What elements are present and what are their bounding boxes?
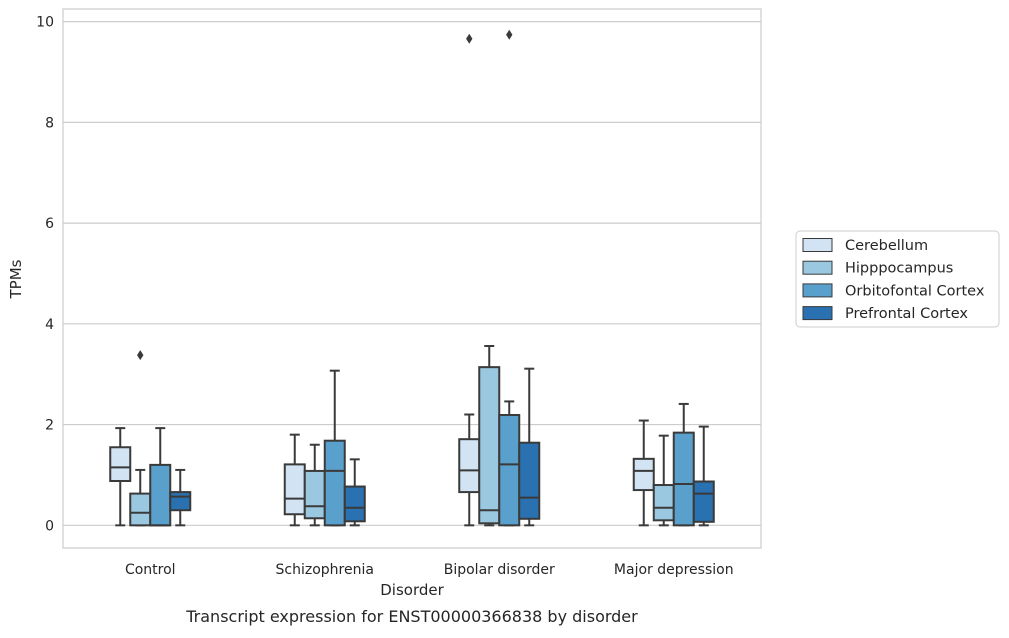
- box-iqr: [283, 463, 306, 516]
- box-prefrontal-cortex: [343, 458, 366, 527]
- legend-label: Cerebellum: [845, 238, 928, 254]
- legend-swatch: [802, 306, 833, 321]
- y-tick-label: 0: [45, 518, 54, 534]
- outlier-point: [506, 29, 513, 40]
- y-tick-label: 4: [45, 317, 54, 333]
- legend-swatch: [802, 283, 833, 298]
- y-tick-labels: 0 2 4 6 8 10: [36, 15, 54, 535]
- box-iqr: [518, 441, 541, 520]
- legend-label: Prefrontal Cortex: [845, 306, 968, 322]
- box-prefrontal-cortex: [692, 425, 715, 527]
- legend-label: Hipppocampus: [845, 261, 953, 277]
- outlier-point: [466, 33, 473, 44]
- box-cerebellum: [632, 419, 655, 527]
- legend: Cerebellum Hipppocampus Orbitofontal Corte…: [795, 230, 1000, 328]
- box-iqr: [323, 439, 346, 527]
- y-axis-label: TPMs: [7, 259, 25, 299]
- legend-swatch: [802, 238, 833, 252]
- box-iqr: [652, 484, 675, 522]
- y-tick-label: 8: [45, 115, 54, 131]
- box-iqr: [129, 492, 152, 527]
- box-orbitofontal-cortex: [672, 402, 695, 527]
- legend-frame: [795, 230, 1000, 328]
- y-tick-label: 10: [36, 15, 54, 31]
- x-tick-label: Bipolar disorder: [444, 562, 555, 578]
- box-iqr: [498, 414, 521, 527]
- x-tick-label: Major depression: [614, 562, 734, 578]
- x-tick-labels: Control Schizophrenia Bipolar disorder Majo…: [125, 562, 734, 578]
- box-iqr: [478, 366, 501, 525]
- box-iqr: [343, 485, 366, 523]
- box-cerebellum: [109, 427, 132, 527]
- y-tick-label: 6: [45, 216, 54, 232]
- box-iqr: [109, 446, 132, 483]
- box-groups: [109, 29, 715, 527]
- chart-caption: Transcript expression for ENST0000036683…: [185, 607, 638, 626]
- outlier-point: [137, 350, 144, 361]
- x-axis-label: Disorder: [380, 581, 444, 599]
- box-prefrontal-cortex: [518, 367, 541, 527]
- box-prefrontal-cortex: [169, 468, 192, 527]
- box-iqr: [169, 491, 192, 512]
- box-iqr: [692, 480, 715, 523]
- box-iqr: [672, 431, 695, 527]
- x-tick-label: Control: [125, 562, 176, 578]
- box-iqr: [149, 463, 172, 527]
- legend-label: Orbitofontal Cortex: [845, 283, 985, 299]
- box-iqr: [303, 469, 326, 520]
- box-iqr: [458, 438, 481, 494]
- y-tick-label: 2: [45, 418, 54, 434]
- legend-swatch: [802, 260, 833, 275]
- box-hipppocampus: [652, 434, 675, 527]
- box-orbitofontal-cortex: [323, 369, 346, 527]
- x-tick-label: Schizophrenia: [276, 562, 374, 578]
- box-orbitofontal-cortex: [149, 427, 172, 527]
- box-iqr: [632, 457, 655, 492]
- box-hipppocampus: [129, 350, 152, 527]
- box-hipppocampus: [478, 345, 501, 527]
